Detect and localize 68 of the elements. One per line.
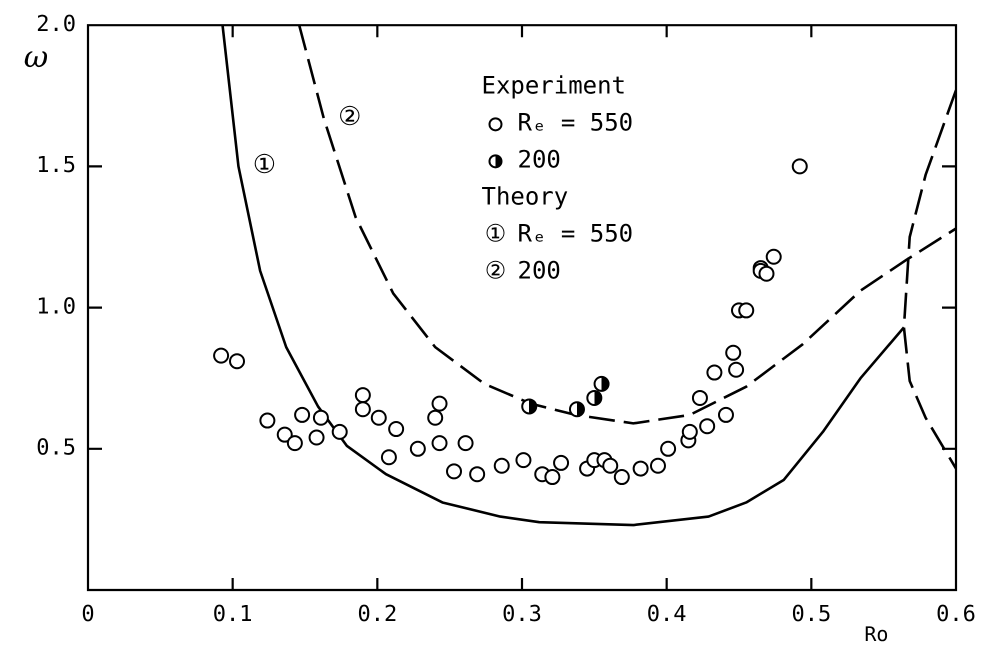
x-tick-label: 0.3	[502, 602, 542, 627]
point	[276, 426, 293, 443]
point	[602, 458, 618, 474]
point	[469, 466, 486, 482]
point	[632, 460, 649, 477]
point	[594, 376, 610, 392]
point	[312, 410, 329, 426]
annotation: Rₑ = 550	[517, 220, 634, 248]
point	[553, 454, 570, 471]
point	[332, 424, 348, 440]
point	[650, 458, 666, 474]
point	[766, 248, 782, 265]
y-tick-label: 1.5	[36, 153, 76, 178]
text: ①	[484, 220, 506, 248]
annotation: Experiment	[481, 72, 626, 100]
point	[699, 418, 716, 434]
point	[718, 406, 734, 423]
y-tick-label: 1.0	[36, 294, 76, 320]
annotation: ①	[252, 150, 276, 180]
text: ②	[484, 256, 506, 285]
point	[354, 387, 371, 404]
point	[792, 158, 808, 174]
point	[388, 421, 404, 438]
annotation: 200	[517, 256, 561, 285]
point	[706, 364, 722, 381]
point	[738, 302, 754, 318]
point	[515, 452, 532, 468]
point	[521, 398, 538, 414]
legend-label: Rₑ = 550	[517, 108, 634, 137]
point	[370, 410, 387, 426]
point	[725, 344, 742, 361]
point	[544, 469, 560, 486]
point	[294, 406, 310, 423]
point	[568, 401, 585, 418]
point	[446, 463, 462, 480]
point	[308, 430, 325, 446]
point	[692, 390, 708, 406]
x-tick-label: 0.5	[791, 602, 832, 627]
y-axis-title: ω	[24, 40, 48, 75]
point	[586, 390, 602, 406]
point	[614, 469, 630, 486]
y-tick-label: 0.5	[36, 436, 76, 461]
x-axis-title: Ro	[864, 622, 888, 646]
point	[213, 348, 230, 364]
point	[354, 401, 371, 418]
legend-label: 200	[517, 146, 561, 174]
x-tick-label: 0	[81, 602, 95, 627]
point	[458, 435, 474, 452]
point	[432, 396, 448, 412]
point	[758, 266, 774, 282]
annotation: ②	[338, 102, 362, 132]
x-tick-label: 0.1	[212, 602, 253, 627]
y-tick-label: 2.0	[36, 12, 76, 37]
point	[380, 449, 397, 466]
point	[660, 440, 676, 457]
point	[432, 435, 448, 452]
point	[410, 440, 426, 457]
point	[427, 410, 444, 426]
point	[682, 424, 698, 440]
point	[494, 458, 510, 474]
point	[286, 435, 303, 452]
point	[229, 353, 246, 370]
x-tick-label: 0.6	[936, 602, 976, 627]
annotation: Theory	[481, 182, 568, 211]
x-tick-label: 0.2	[357, 602, 398, 627]
point	[259, 412, 276, 429]
x-tick-label: 0.4	[646, 602, 687, 627]
point	[728, 362, 744, 378]
